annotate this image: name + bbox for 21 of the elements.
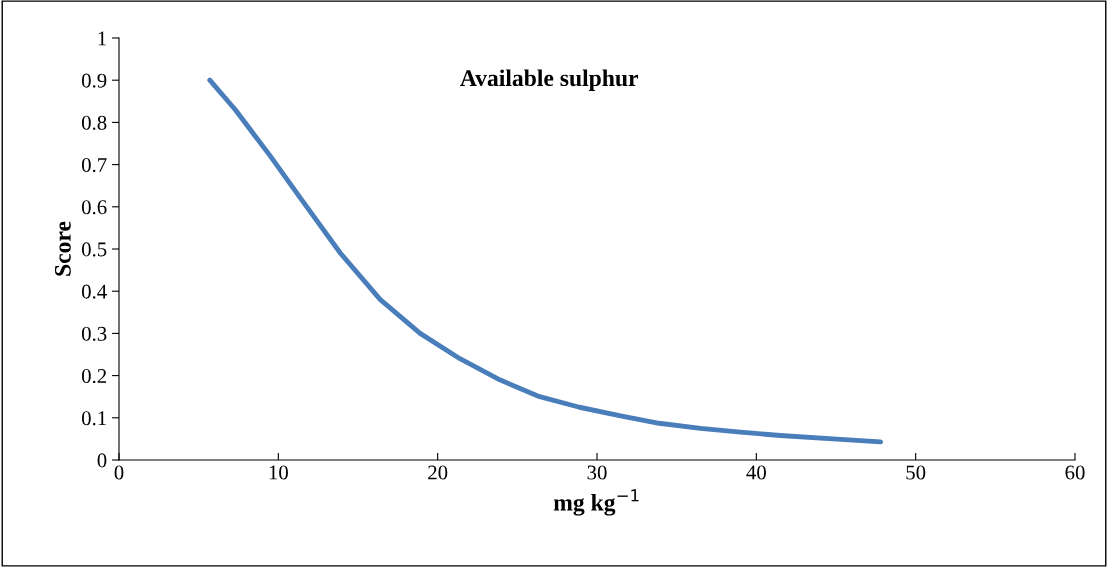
y-tick-label: 0.2 (81, 368, 107, 384)
y-tick-label: 0.7 (81, 157, 107, 173)
y-tick-label: 1 (98, 31, 106, 46)
y-tick-label: 0.8 (81, 115, 107, 130)
y-tick-label: 0.9 (81, 73, 107, 88)
x-tick-label: 0 (114, 465, 124, 480)
x-axis-title: mg kg$^{−1}$ (553, 489, 639, 516)
x-tick-label: 20 (428, 465, 448, 480)
y-tick-label: 0 (97, 453, 107, 468)
x-tick-label: 50 (906, 465, 926, 480)
y-tick-label: 0.5 (81, 242, 107, 257)
y-tick-label: 0.3 (81, 326, 107, 341)
y-tick-label: 0.6 (81, 200, 107, 215)
y-axis-title: Score (54, 221, 71, 276)
text: Available sulphur (460, 69, 639, 91)
x-tick-label: 30 (587, 465, 607, 480)
y-tick-label: 0.1 (81, 411, 106, 426)
y-tick-label: 0.4 (81, 284, 107, 299)
x-tick-label: 10 (269, 465, 288, 480)
x-tick-label: 60 (1065, 465, 1085, 480)
x-tick-label: 40 (746, 465, 766, 480)
